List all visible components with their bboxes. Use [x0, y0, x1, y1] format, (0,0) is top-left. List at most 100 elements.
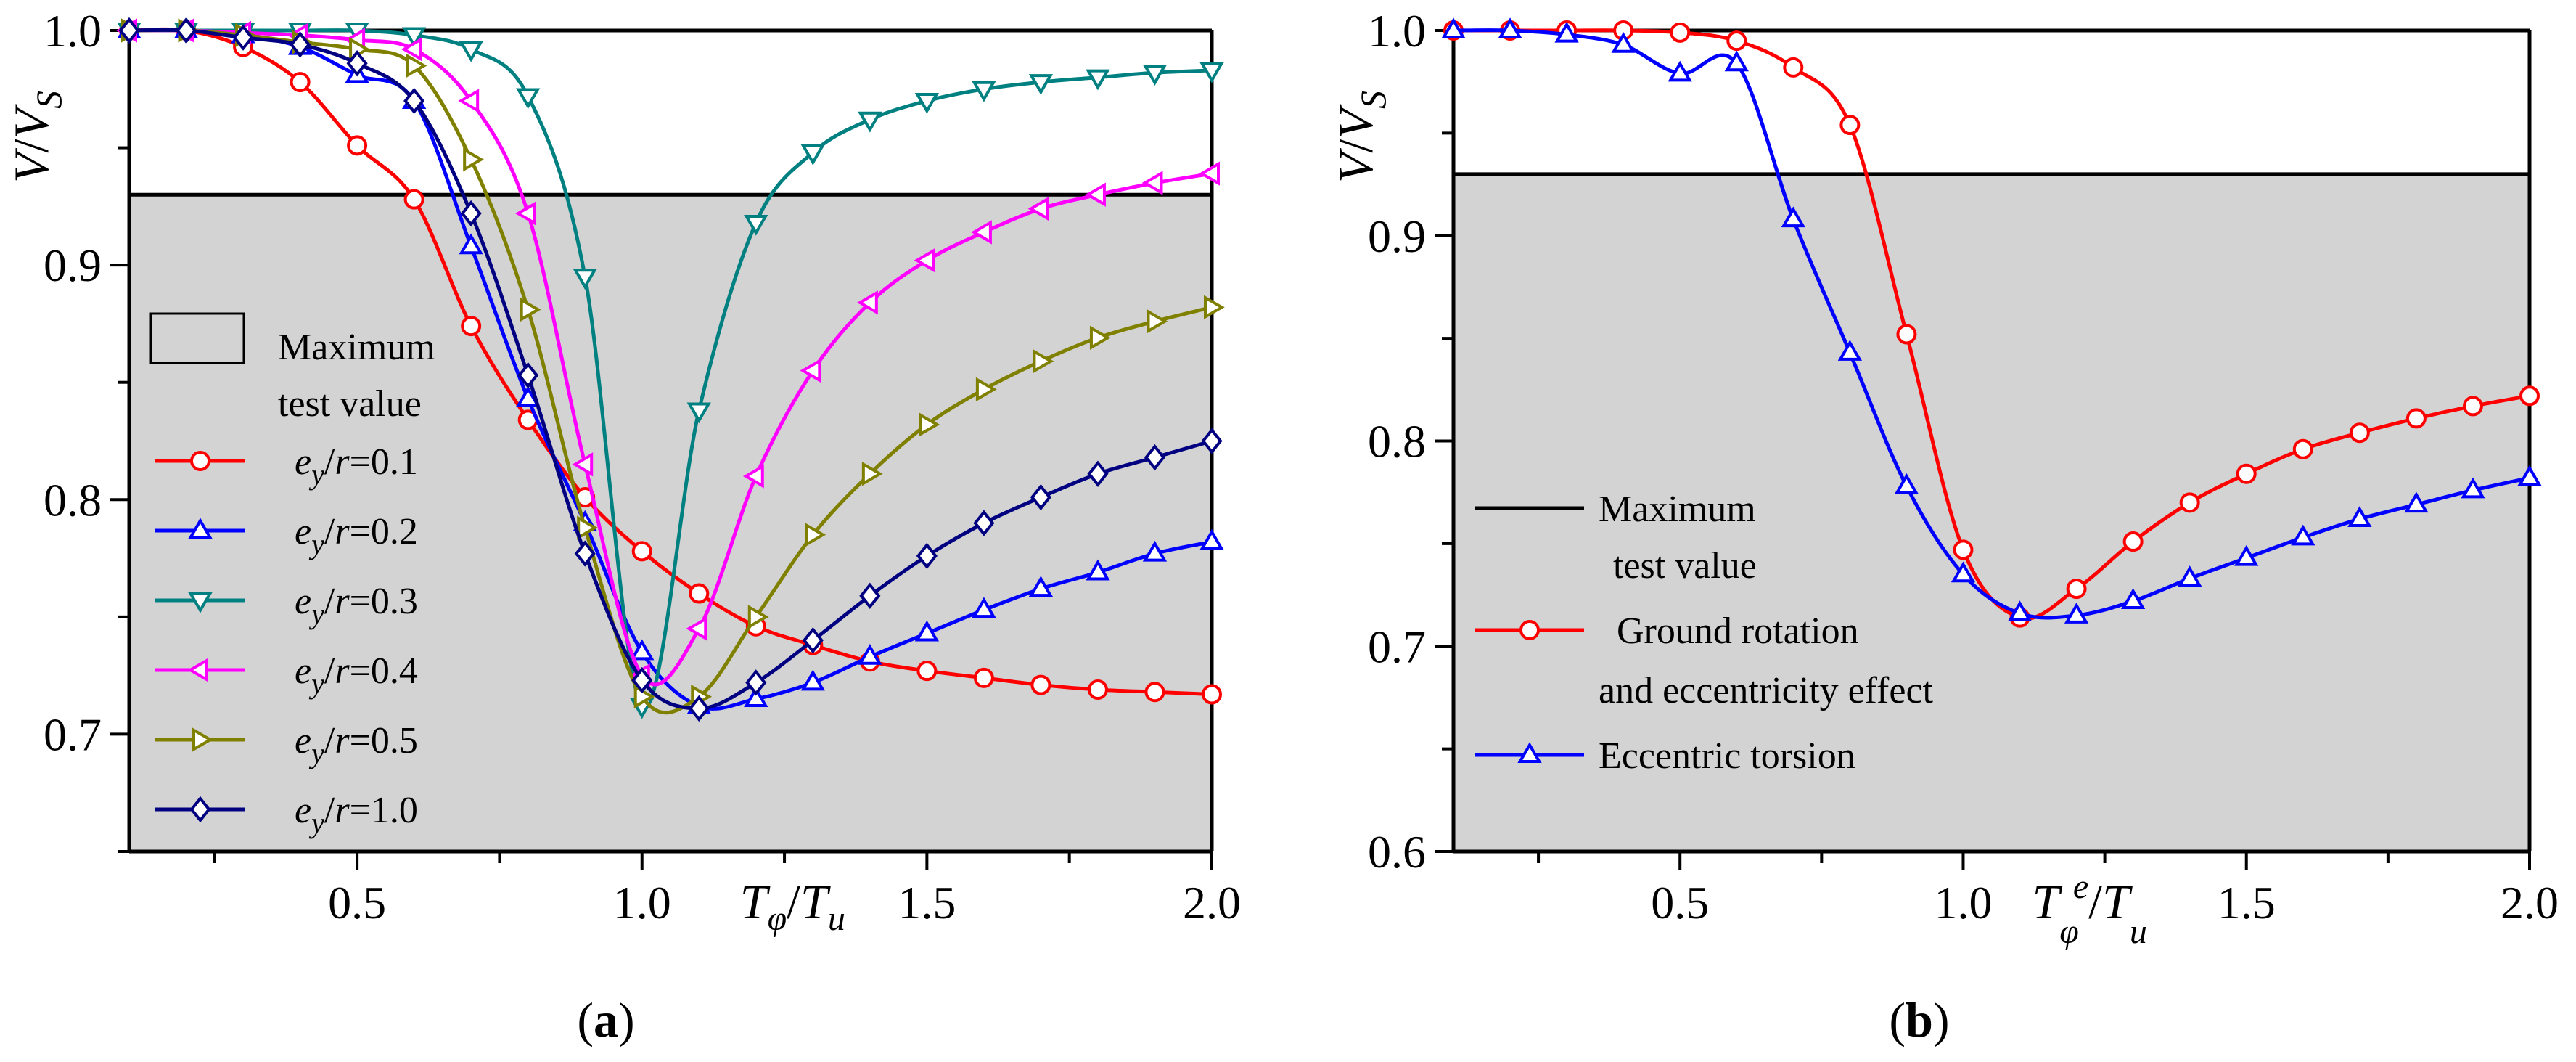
data-point-marker: [744, 214, 768, 236]
x-tick-label: 1.5: [898, 877, 956, 928]
data-point-marker: [972, 597, 996, 618]
data-point-marker: [2405, 408, 2427, 429]
legend-label: Ground rotation: [1617, 610, 1859, 652]
data-point-marker: [1839, 115, 1861, 136]
shaded-region: [129, 195, 1212, 851]
data-point-marker: [2236, 463, 2257, 484]
data-point-marker: [572, 452, 594, 477]
data-point-marker: [461, 316, 482, 337]
y-tick-label: 0.6: [1368, 826, 1426, 878]
data-point-marker: [520, 297, 541, 322]
series-5: [118, 17, 1223, 722]
data-point-marker: [1611, 32, 1636, 53]
legend-part: r: [335, 790, 350, 831]
legend-marker: [188, 518, 213, 539]
data-point-marker: [458, 89, 480, 113]
y-tick-label: 0.8: [44, 474, 102, 526]
legend-part: r: [335, 581, 350, 622]
legend-part: /: [324, 720, 335, 761]
series-line: [128, 28, 1213, 711]
data-point-marker: [975, 377, 997, 402]
legend-label: ey/r=0.4: [295, 650, 418, 700]
data-point-marker: [857, 290, 878, 315]
data-point-marker: [973, 667, 994, 688]
data-point-marker: [1896, 324, 1917, 345]
legend-part: e: [295, 720, 311, 761]
data-point-marker: [401, 37, 422, 62]
data-point-marker: [1087, 460, 1109, 487]
data-point-marker: [1086, 69, 1110, 91]
data-point-marker: [689, 583, 710, 604]
legend-part: =0.5: [350, 720, 418, 761]
data-point-marker: [971, 220, 992, 245]
data-point-marker: [1201, 428, 1223, 454]
panel-label-paren: (: [1889, 992, 1906, 1047]
legend-part: =1.0: [350, 790, 418, 831]
panel-label-paren: ): [618, 992, 635, 1047]
data-point-marker: [573, 269, 597, 290]
series-line: [1453, 28, 2530, 620]
data-point-marker: [1783, 57, 1804, 78]
legend-subscript: y: [308, 458, 324, 491]
legend-marker: [190, 451, 210, 471]
data-point-marker: [1030, 483, 1051, 511]
data-point-marker: [1085, 182, 1106, 207]
data-point-marker: [1726, 30, 1747, 52]
data-point-marker: [2179, 492, 2200, 513]
y-tick-label: 1.0: [44, 5, 102, 57]
data-point-marker: [1199, 528, 1224, 550]
data-point-marker: [630, 639, 655, 661]
data-point-marker: [1027, 196, 1049, 221]
legend-part: /: [324, 511, 335, 552]
data-point-marker: [1724, 50, 1749, 72]
shaded-region: [1453, 173, 2530, 852]
legend-subscript: y: [308, 528, 324, 560]
x-tick-label: 2.0: [1183, 877, 1241, 928]
legend-label: Eccentric torsion: [1599, 735, 1855, 777]
panel-label-letter: a: [594, 992, 618, 1047]
series-1: [1441, 17, 2542, 624]
legend-marker: [189, 796, 211, 823]
data-point-marker: [118, 17, 140, 44]
legend-subscript: y: [308, 737, 324, 769]
data-point-marker: [859, 582, 881, 609]
legend-marker: [1519, 620, 1540, 640]
data-point-marker: [2349, 422, 2370, 444]
legend-part: /: [324, 790, 335, 831]
data-point-marker: [1953, 539, 1974, 560]
x-title-part: T: [2032, 874, 2062, 929]
legend-subscript: y: [308, 597, 324, 630]
data-point-marker: [688, 695, 710, 722]
data-point-marker: [290, 31, 311, 58]
data-point-marker: [459, 41, 483, 62]
data-point-marker: [516, 385, 541, 407]
data-point-marker: [744, 686, 768, 707]
data-point-marker: [2178, 565, 2202, 587]
data-point-marker: [401, 27, 427, 49]
x-title-part: T: [2102, 874, 2133, 929]
legend-part: r: [335, 650, 350, 692]
panel-b: 0.5 1.0 1.5 2.00.60.70.80.91.0V/VSTφe/Tu(b)…: [1328, 5, 2559, 1047]
legend-subscript: y: [308, 806, 324, 839]
data-point-marker: [403, 87, 425, 115]
data-point-marker: [1894, 473, 1919, 494]
legend-part: =0.1: [350, 441, 418, 483]
data-point-marker: [1441, 17, 1466, 38]
data-point-marker: [914, 248, 935, 273]
data-point-marker: [800, 144, 825, 166]
y-title-part: /: [1328, 139, 1383, 152]
panel-label-letter: b: [1906, 992, 1933, 1047]
data-point-marker: [2404, 491, 2429, 513]
data-point-marker: [633, 685, 655, 709]
y-title-part: V: [4, 104, 59, 139]
panel-label: (a): [577, 992, 634, 1047]
x-title-subscript: φ: [768, 899, 787, 938]
data-point-marker: [1199, 62, 1224, 83]
data-point-marker: [1199, 161, 1220, 186]
data-point-marker: [459, 233, 483, 255]
data-point-marker: [1837, 340, 1863, 361]
legend-part: e: [295, 441, 311, 483]
data-point-marker: [1028, 576, 1054, 597]
series-0: [119, 20, 1222, 705]
